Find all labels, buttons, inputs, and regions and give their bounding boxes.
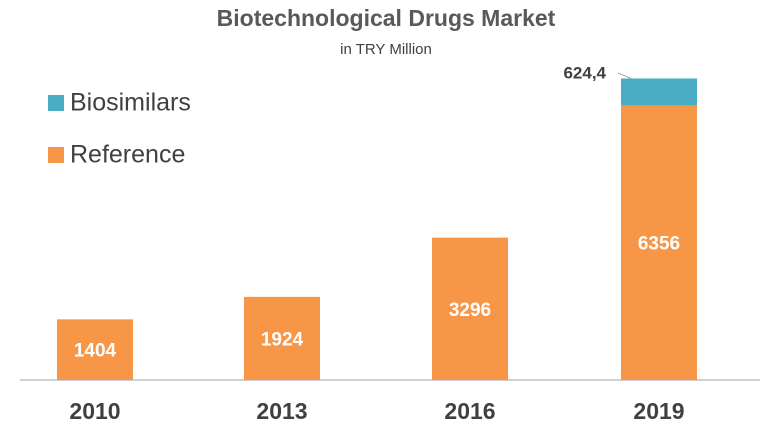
- data-label: 3296: [449, 300, 491, 321]
- legend-label: Biosimilars: [70, 89, 191, 117]
- data-label: 624,4: [563, 63, 606, 82]
- legend-swatch: [48, 147, 64, 163]
- x-tick-label: 2019: [633, 398, 684, 424]
- x-tick-label: 2013: [256, 398, 307, 424]
- legend-swatch: [48, 95, 64, 111]
- x-tick-label: 2016: [444, 398, 495, 424]
- x-tick-label: 2010: [69, 398, 120, 424]
- bar-segment: [621, 105, 697, 380]
- bar-segment: [244, 296, 320, 380]
- chart-subtitle: in TRY Million: [340, 41, 432, 58]
- chart-title: Biotechnological Drugs Market: [217, 5, 556, 31]
- legend-label: Reference: [70, 141, 185, 169]
- data-label: 1924: [261, 329, 304, 350]
- bar-segment: [432, 237, 508, 380]
- leader-line: [617, 72, 632, 79]
- bar-segment: [57, 319, 133, 380]
- data-label: 6356: [638, 234, 680, 255]
- data-label: 1404: [74, 341, 117, 362]
- bar-segment: [621, 78, 697, 106]
